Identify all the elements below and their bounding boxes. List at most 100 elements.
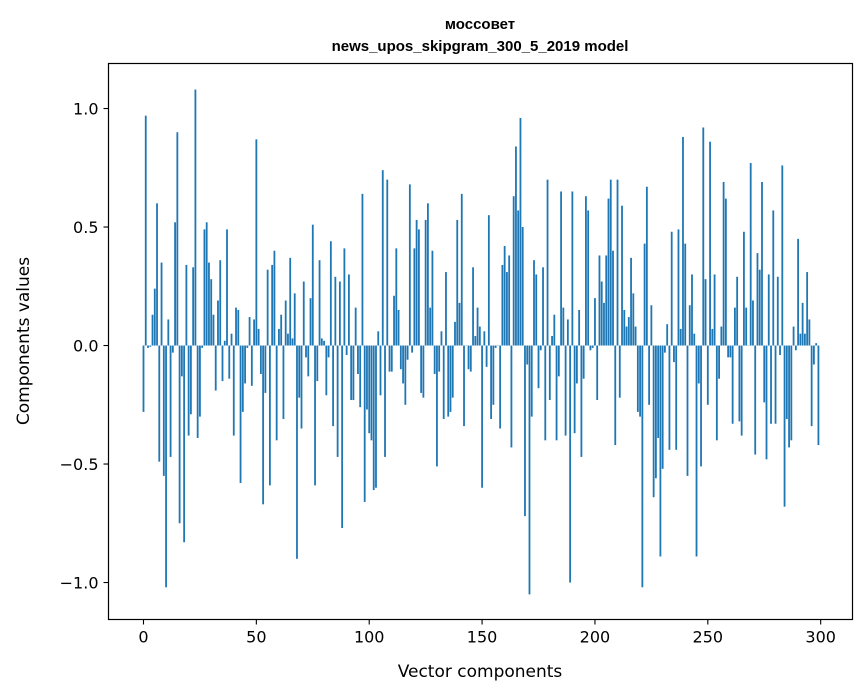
x-tick-label: 200 — [580, 628, 611, 647]
bar-43 — [239, 345, 242, 483]
bar-296 — [810, 345, 813, 427]
bar-15 — [176, 132, 179, 346]
bar-13 — [171, 345, 174, 353]
bar-114 — [399, 345, 402, 370]
bar-123 — [420, 345, 423, 393]
bar-16 — [178, 345, 181, 524]
bar-85 — [334, 276, 337, 346]
bar-138 — [454, 321, 456, 346]
bar-152 — [485, 345, 488, 367]
bar-67 — [293, 293, 296, 346]
y-tick-label: 0.0 — [73, 337, 98, 356]
bar-247 — [700, 345, 702, 467]
x-tick-label: 100 — [354, 628, 385, 647]
bar-236 — [675, 345, 678, 450]
bar-87 — [338, 281, 341, 346]
bar-186 — [562, 307, 565, 346]
bar-27 — [203, 229, 206, 346]
bar-77 — [316, 345, 319, 382]
bar-108 — [386, 179, 389, 346]
bar-125 — [424, 219, 427, 346]
bar-32 — [214, 345, 217, 391]
bar-21 — [189, 345, 192, 415]
bar-162 — [508, 255, 511, 346]
bar-241 — [686, 345, 689, 476]
bar-69 — [298, 345, 301, 398]
bar-206 — [607, 198, 610, 346]
bar-174 — [535, 274, 538, 346]
bar-39 — [230, 333, 233, 346]
bar-131 — [438, 345, 441, 372]
bar-71 — [302, 281, 305, 346]
bar-238 — [679, 328, 682, 346]
bar-83 — [329, 241, 332, 346]
bar-70 — [300, 345, 303, 429]
bar-147 — [474, 336, 477, 346]
bar-163 — [510, 345, 513, 448]
bar-169 — [524, 345, 526, 517]
bar-207 — [609, 179, 612, 346]
bar-75 — [311, 224, 314, 346]
x-tick-label: 0 — [138, 628, 148, 647]
bar-100 — [368, 345, 371, 434]
bar-198 — [589, 345, 592, 351]
bar-88 — [341, 345, 344, 529]
bar-26 — [201, 345, 204, 348]
bar-159 — [501, 264, 504, 346]
bar-196 — [585, 196, 587, 346]
bar-73 — [307, 345, 310, 377]
bar-262 — [733, 307, 736, 346]
bar-140 — [458, 302, 461, 346]
bar-212 — [621, 205, 623, 346]
bar-164 — [512, 196, 515, 346]
bar-211 — [618, 345, 621, 398]
bar-106 — [381, 170, 384, 346]
bar-264 — [738, 345, 741, 422]
bar-201 — [596, 345, 599, 401]
bar-4 — [151, 314, 154, 346]
bar-56 — [268, 345, 271, 486]
bar-117 — [406, 345, 409, 360]
bar-199 — [591, 345, 594, 348]
bar-253 — [713, 274, 716, 346]
bar-118 — [408, 184, 411, 346]
bar-166 — [517, 210, 520, 346]
bar-270 — [752, 300, 754, 346]
bar-250 — [706, 345, 709, 405]
bar-46 — [246, 345, 249, 348]
bar-5 — [153, 288, 156, 346]
bar-299 — [817, 345, 820, 446]
bar-50 — [255, 139, 258, 346]
x-tick-label: 250 — [693, 628, 724, 647]
bar-154 — [490, 345, 493, 419]
bar-12 — [169, 345, 172, 457]
bar-213 — [623, 309, 626, 346]
bar-239 — [682, 136, 684, 346]
bar-160 — [503, 245, 506, 346]
bar-137 — [451, 345, 454, 398]
bar-8 — [160, 262, 163, 346]
bar-62 — [282, 345, 285, 419]
bar-47 — [248, 317, 251, 346]
bar-286 — [788, 345, 790, 448]
bar-168 — [521, 227, 524, 346]
x-axis: 0 50 100 150 200 250 300 — [138, 619, 836, 647]
bar-1 — [144, 115, 147, 346]
bar-68 — [296, 345, 298, 559]
bar-148 — [476, 307, 479, 346]
bar-110 — [390, 345, 393, 372]
bar-204 — [603, 302, 605, 346]
bar-258 — [724, 198, 727, 346]
bar-234 — [670, 231, 673, 346]
bar-98 — [363, 345, 366, 502]
bar-278 — [770, 345, 772, 424]
bar-192 — [575, 345, 578, 384]
bar-136 — [449, 345, 452, 412]
bar-218 — [634, 326, 637, 346]
bar-195 — [582, 345, 585, 379]
bar-29 — [208, 262, 210, 346]
bar-155 — [492, 345, 495, 405]
bar-55 — [266, 269, 269, 346]
bar-209 — [614, 345, 617, 446]
bar-292 — [801, 302, 804, 346]
